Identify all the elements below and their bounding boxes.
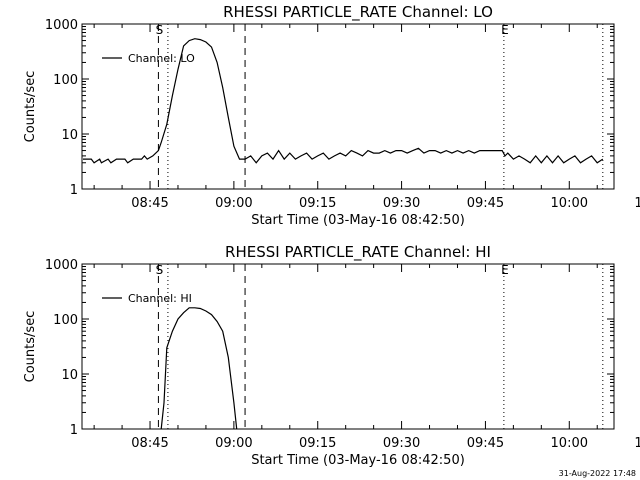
y-axis-label: Counts/sec <box>23 71 38 143</box>
y-tick-label: 100 <box>53 73 78 88</box>
y-tick-label: 1 <box>70 183 78 198</box>
y-tick-label: 1 <box>70 423 78 438</box>
y-tick-label: 10 <box>61 128 78 143</box>
y-tick-label: 100 <box>53 313 78 328</box>
time-marker-label: E <box>501 263 509 277</box>
chart-title: RHESSI PARTICLE_RATE Channel: HI <box>225 243 491 262</box>
legend-label: Channel: HI <box>128 292 192 305</box>
x-tick-label: 09:15 <box>299 196 336 211</box>
x-tick-label: 10:15 <box>634 436 640 451</box>
y-tick-label: 1000 <box>45 18 78 33</box>
plot-frame <box>81 23 615 190</box>
plot-frame <box>81 263 615 430</box>
legend-label: Channel: LO <box>128 52 195 65</box>
x-tick-label: 09:45 <box>467 436 504 451</box>
plot-timestamp: 31-Aug-2022 17:48 <box>558 469 636 478</box>
chart-panel-hi: RHESSI PARTICLE_RATE Channel: HI Counts/s… <box>23 243 640 468</box>
x-tick-label: 09:30 <box>383 196 420 211</box>
x-tick-label: 10:00 <box>551 196 588 211</box>
time-marker-label: S <box>156 263 164 277</box>
time-marker-label: E <box>501 23 509 37</box>
y-tick-label: 10 <box>61 368 78 383</box>
y-axis-label: Counts/sec <box>23 311 38 383</box>
chart-title: RHESSI PARTICLE_RATE Channel: LO <box>223 3 493 22</box>
chart-panel-lo: RHESSI PARTICLE_RATE Channel: LO Counts/s… <box>23 3 640 228</box>
x-axis-label: Start Time (03-May-16 08:42:50) <box>251 453 465 468</box>
x-tick-label: 09:30 <box>383 436 420 451</box>
x-tick-label: 09:00 <box>215 436 252 451</box>
x-axis-label: Start Time (03-May-16 08:42:50) <box>251 213 465 228</box>
x-tick-label: 09:15 <box>299 436 336 451</box>
x-tick-label: 08:45 <box>131 196 168 211</box>
x-tick-label: 10:15 <box>634 196 640 211</box>
x-tick-label: 10:00 <box>551 436 588 451</box>
series-line <box>83 38 604 164</box>
series-line <box>160 307 238 430</box>
time-marker-label: S <box>156 23 164 37</box>
x-tick-label: 08:45 <box>131 436 168 451</box>
y-tick-label: 1000 <box>45 258 78 273</box>
x-tick-label: 09:45 <box>467 196 504 211</box>
x-tick-label: 09:00 <box>215 196 252 211</box>
